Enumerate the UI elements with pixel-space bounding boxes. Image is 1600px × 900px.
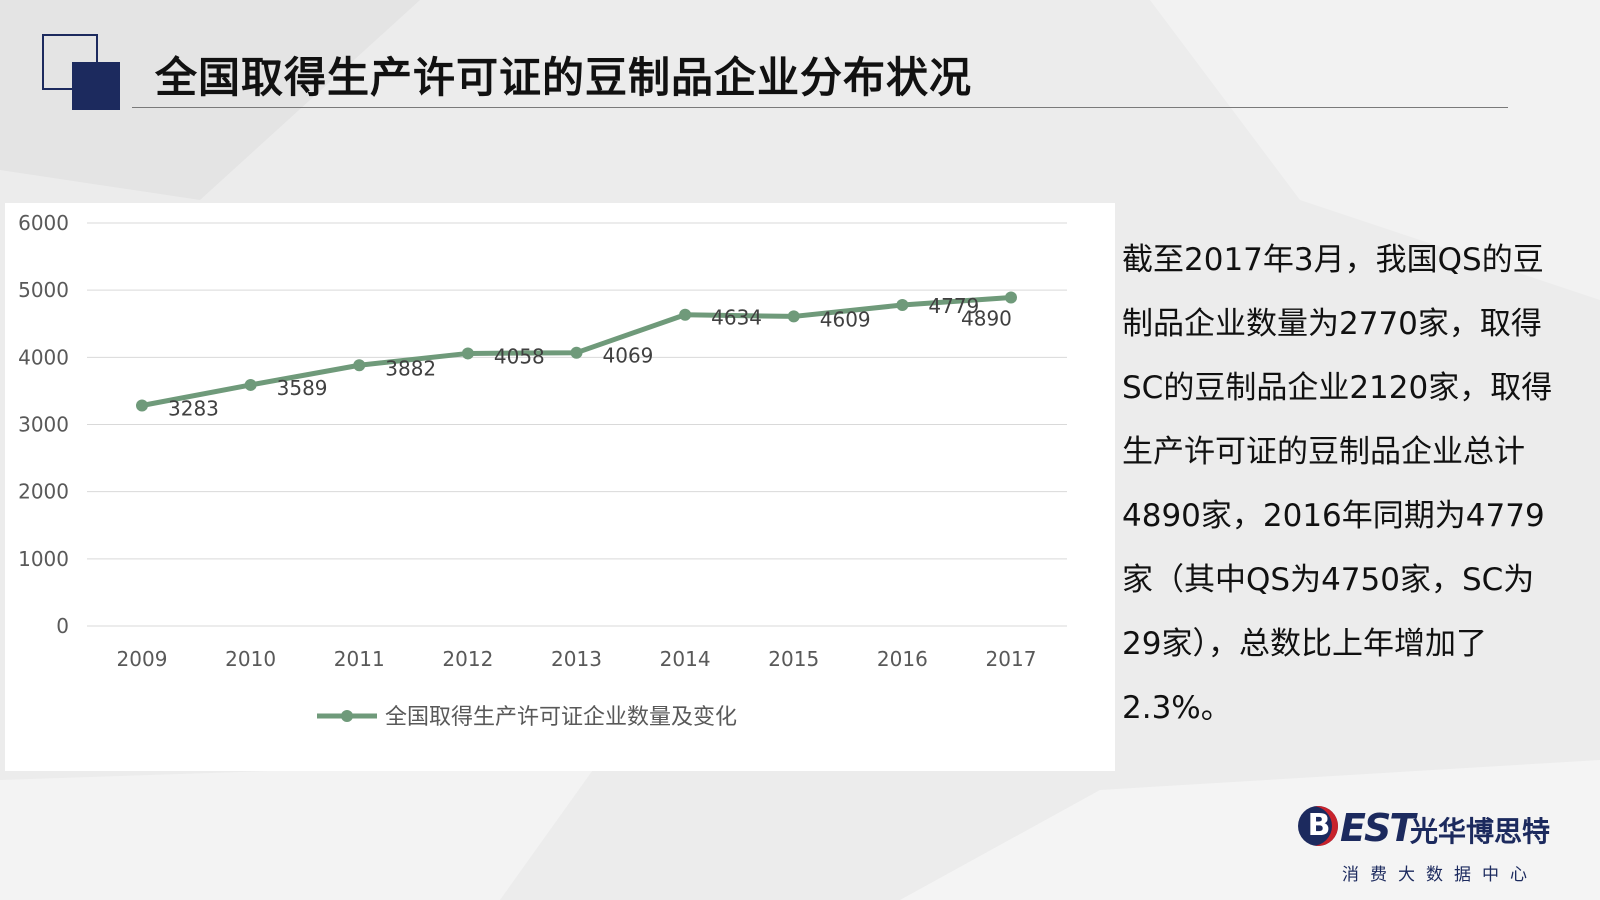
logo-mark-text: EST [1340,806,1415,850]
x-tick-label: 2014 [660,647,711,671]
y-tick-label: 1000 [18,547,69,571]
x-tick-label: 2013 [551,647,602,671]
x-tick-label: 2011 [334,647,385,671]
data-point [679,308,692,321]
legend-marker [341,710,353,722]
logo-name: 光华博思特 [1410,815,1551,848]
data-label: 4069 [603,344,654,368]
title-divider [132,107,1508,108]
data-point [353,359,366,372]
data-point [461,347,474,360]
x-tick-label: 2016 [877,647,928,671]
data-label: 4890 [961,307,1012,331]
chart-panel: 0 1000 2000 3000 4000 5000 6000 2009 2010 2011 201… [5,203,1115,771]
data-label: 4609 [820,307,871,331]
data-point [244,378,257,391]
data-point [570,346,583,359]
y-tick-label: 4000 [18,345,69,369]
y-tick-label: 5000 [18,278,69,302]
line-chart: 0 1000 2000 3000 4000 5000 6000 2009 2010 2011 201… [18,211,1067,730]
data-point [136,399,148,412]
legend-label: 全国取得生产许可证企业数量及变化 [385,705,737,730]
data-point [1005,291,1017,304]
data-label: 4634 [711,306,762,330]
y-tick-label: 3000 [18,413,69,437]
brand-logo: B EST 光华博思特 消费大数据中心 [1298,806,1578,886]
data-point [896,299,909,312]
summary-text: 截至2017年3月，我国QS的豆制品企业数量为2770家，取得SC的豆制品企业2… [1122,242,1553,726]
x-tick-label: 2015 [768,647,819,671]
data-label: 3882 [385,356,436,380]
x-tick-label: 2017 [986,647,1037,671]
logo-tagline: 消费大数据中心 [1342,865,1538,885]
y-tick-label: 2000 [18,480,69,504]
data-label: 3589 [277,376,328,400]
x-tick-label: 2010 [225,647,276,671]
logo-mark: B EST [1298,806,1415,850]
y-tick-label: 0 [56,614,69,638]
data-label: 4779 [928,294,979,318]
x-tick-label: 2009 [117,647,168,671]
x-tick-label: 2012 [442,647,493,671]
title-decoration-icon [42,34,120,110]
data-label: 3283 [168,396,219,420]
y-tick-label: 6000 [18,211,69,235]
page-title: 全国取得生产许可证的豆制品企业分布状况 [155,53,973,102]
logo-b-icon: B [1298,806,1338,846]
data-label: 4058 [494,344,545,368]
data-point [787,310,800,323]
